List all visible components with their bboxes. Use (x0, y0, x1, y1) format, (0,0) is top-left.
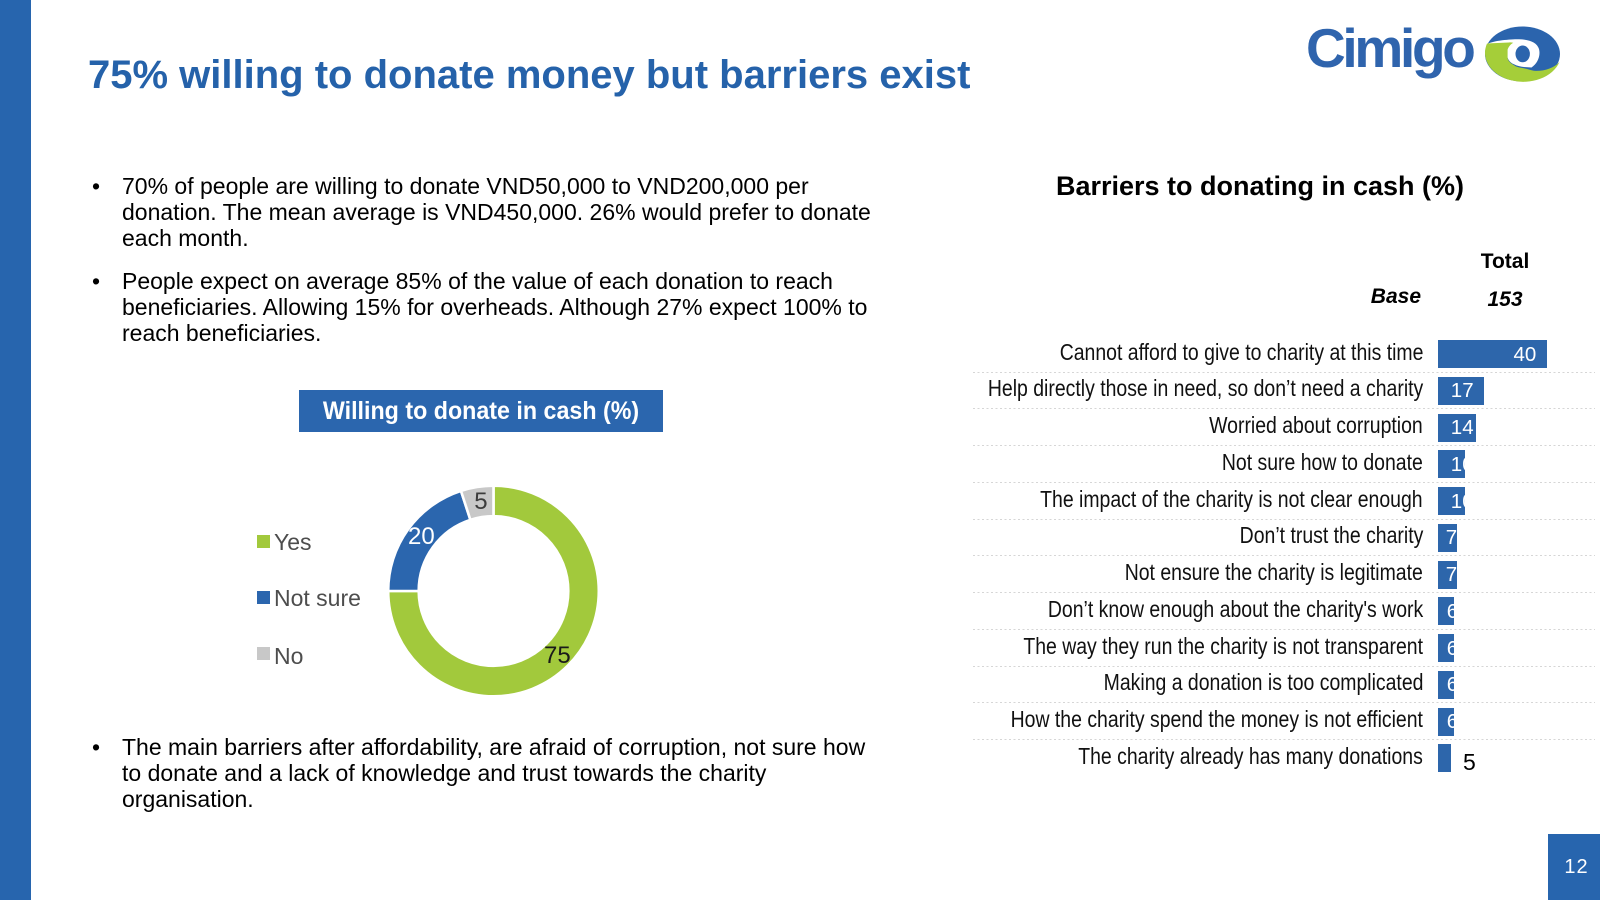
svg-text:Cimigo: Cimigo (1306, 17, 1474, 79)
